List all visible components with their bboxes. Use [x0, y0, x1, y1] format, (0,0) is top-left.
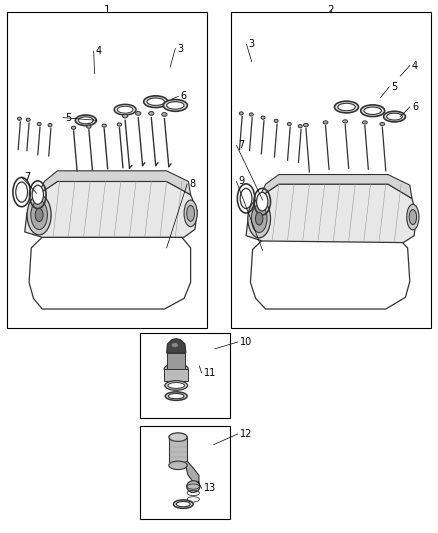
Ellipse shape — [343, 120, 348, 123]
Ellipse shape — [169, 461, 187, 470]
Bar — [141, 426, 230, 519]
Polygon shape — [170, 462, 199, 484]
Ellipse shape — [240, 188, 252, 208]
Ellipse shape — [147, 98, 164, 106]
Ellipse shape — [16, 182, 28, 202]
Ellipse shape — [187, 481, 200, 492]
Text: 11: 11 — [204, 368, 216, 378]
Ellipse shape — [172, 343, 178, 347]
Ellipse shape — [261, 116, 265, 119]
Ellipse shape — [173, 500, 193, 508]
Ellipse shape — [102, 124, 106, 127]
Ellipse shape — [168, 393, 184, 399]
Ellipse shape — [165, 381, 187, 390]
Ellipse shape — [387, 113, 403, 120]
Ellipse shape — [187, 205, 194, 221]
Ellipse shape — [364, 107, 381, 115]
Ellipse shape — [162, 112, 167, 116]
Ellipse shape — [257, 192, 268, 211]
Ellipse shape — [87, 125, 91, 128]
Text: 1: 1 — [104, 5, 110, 15]
Ellipse shape — [304, 124, 308, 127]
Polygon shape — [259, 174, 412, 198]
Ellipse shape — [255, 212, 263, 225]
Ellipse shape — [335, 101, 358, 113]
Ellipse shape — [249, 113, 253, 116]
Ellipse shape — [287, 123, 291, 126]
Text: 9: 9 — [239, 176, 245, 187]
Ellipse shape — [136, 111, 141, 115]
Ellipse shape — [384, 111, 406, 122]
Bar — [7, 12, 207, 328]
Polygon shape — [38, 171, 191, 195]
Ellipse shape — [26, 118, 30, 122]
Ellipse shape — [323, 121, 328, 124]
Text: 7: 7 — [239, 140, 245, 150]
Ellipse shape — [114, 104, 136, 115]
Ellipse shape — [31, 200, 47, 230]
Text: 13: 13 — [204, 483, 216, 493]
Ellipse shape — [18, 117, 21, 120]
Text: 10: 10 — [240, 337, 252, 347]
Ellipse shape — [169, 433, 187, 441]
Bar — [164, 369, 188, 381]
Polygon shape — [246, 184, 417, 243]
Bar — [167, 353, 185, 369]
Ellipse shape — [123, 114, 128, 118]
Text: 5: 5 — [392, 82, 398, 92]
Bar — [141, 333, 230, 418]
Ellipse shape — [78, 117, 93, 124]
Bar — [169, 437, 187, 465]
Ellipse shape — [166, 102, 184, 109]
Ellipse shape — [409, 209, 417, 224]
Text: 3: 3 — [249, 39, 255, 49]
Ellipse shape — [184, 200, 197, 227]
Ellipse shape — [168, 383, 184, 389]
Ellipse shape — [163, 100, 187, 111]
Text: 5: 5 — [65, 112, 71, 123]
Ellipse shape — [165, 392, 187, 400]
Ellipse shape — [48, 124, 52, 127]
Text: 4: 4 — [96, 46, 102, 56]
Ellipse shape — [360, 105, 385, 117]
Text: 8: 8 — [189, 179, 195, 189]
Ellipse shape — [239, 112, 243, 115]
Polygon shape — [25, 181, 197, 237]
Ellipse shape — [27, 195, 51, 235]
Text: 6: 6 — [180, 91, 187, 101]
Text: 12: 12 — [240, 429, 252, 439]
Ellipse shape — [298, 125, 302, 128]
Ellipse shape — [75, 115, 96, 126]
Ellipse shape — [37, 123, 41, 126]
Ellipse shape — [338, 103, 355, 111]
Ellipse shape — [144, 96, 168, 108]
Ellipse shape — [251, 205, 267, 232]
Ellipse shape — [71, 126, 76, 130]
Ellipse shape — [362, 121, 367, 124]
Ellipse shape — [176, 502, 190, 507]
Text: 6: 6 — [412, 102, 418, 112]
Ellipse shape — [117, 123, 122, 126]
Text: 4: 4 — [412, 61, 418, 70]
Text: 2: 2 — [328, 5, 334, 15]
Text: 3: 3 — [177, 44, 184, 53]
Bar — [231, 12, 431, 328]
Ellipse shape — [149, 111, 154, 115]
Text: 7: 7 — [24, 172, 30, 182]
Ellipse shape — [248, 199, 271, 238]
Ellipse shape — [117, 106, 133, 113]
Polygon shape — [166, 338, 186, 353]
Ellipse shape — [32, 185, 43, 204]
Ellipse shape — [164, 364, 188, 374]
Ellipse shape — [274, 119, 278, 123]
Ellipse shape — [380, 123, 385, 126]
Ellipse shape — [35, 208, 43, 222]
Ellipse shape — [407, 204, 419, 230]
